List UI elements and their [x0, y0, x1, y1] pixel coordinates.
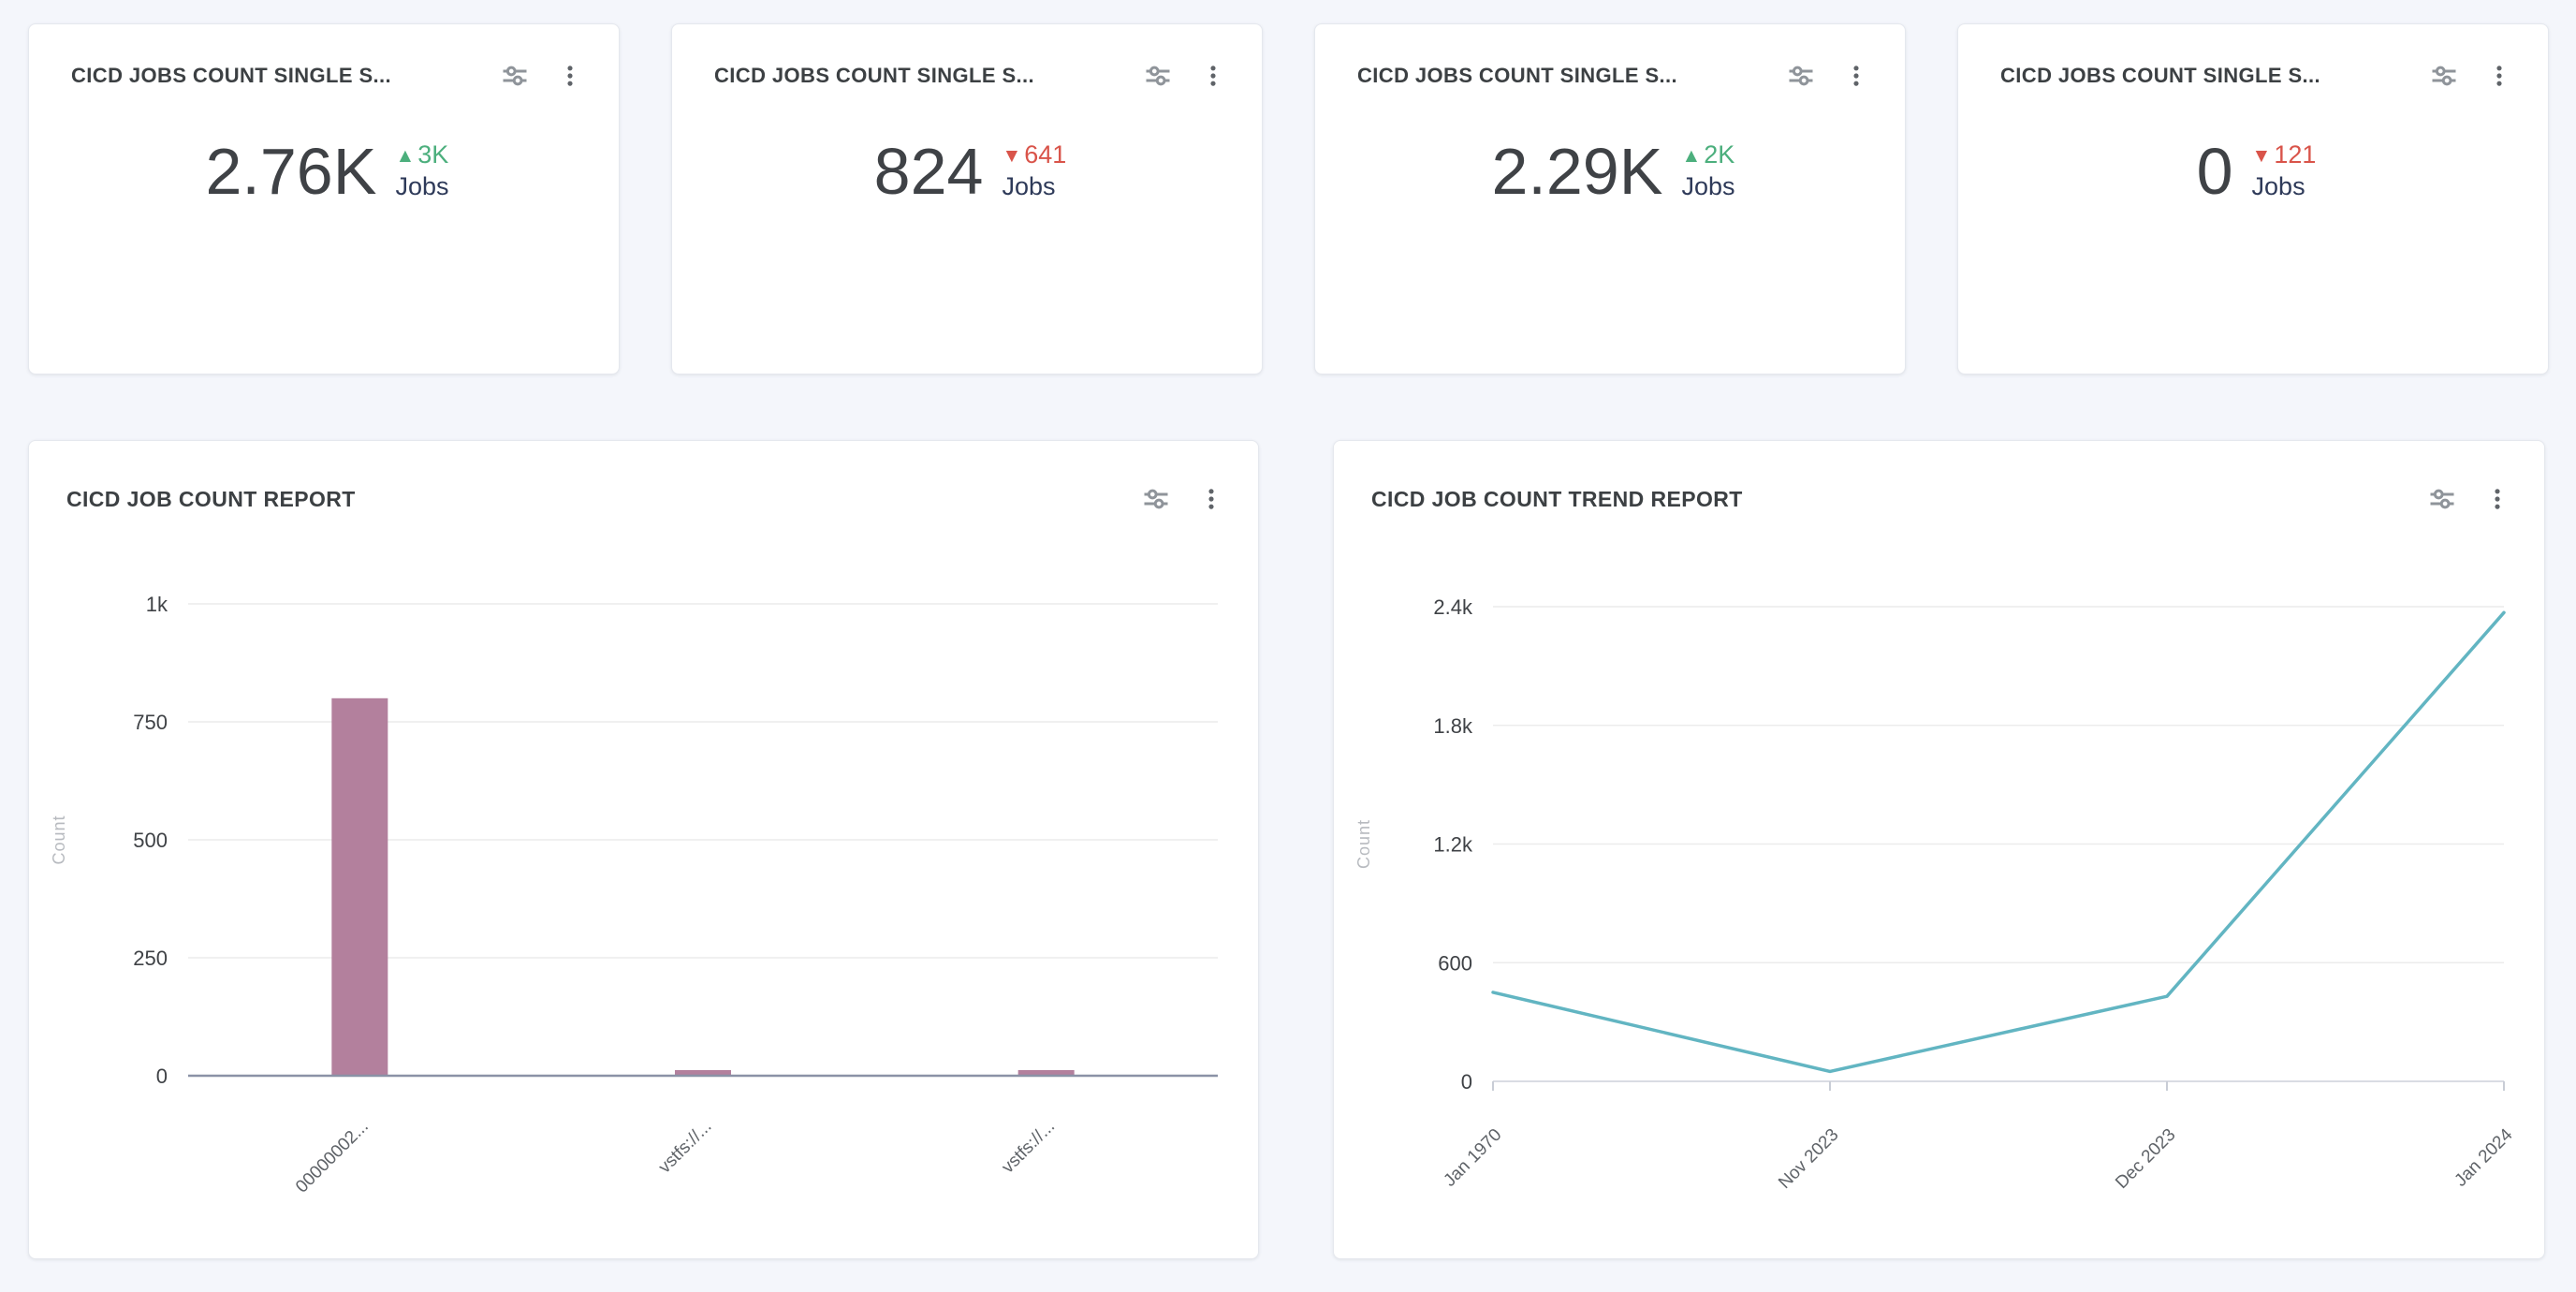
card-title: CICD JOBS COUNT SINGLE S...: [714, 64, 1035, 87]
x-tick-label: Jan 1970: [1440, 1125, 1505, 1191]
bar: [331, 697, 388, 1076]
delta-indicator: ▲ 2K: [1681, 141, 1734, 169]
y-tick-label: 600: [1438, 951, 1472, 975]
card-title: CICD JOBS COUNT SINGLE S...: [71, 64, 392, 87]
y-tick-label: 250: [133, 947, 168, 970]
stat-value: 0: [2196, 135, 2233, 208]
bar: [1017, 1069, 1075, 1076]
triangle-arrow-icon: ▼: [2251, 144, 2272, 167]
tune-sliders-icon[interactable]: [2428, 485, 2456, 513]
stat-side: ▲ 3K Jobs: [395, 141, 448, 200]
triangle-arrow-icon: ▲: [395, 144, 416, 167]
delta-value: 641: [1024, 140, 1067, 169]
stat-card-1: CICD JOBS COUNT SINGLE S... 2.76K ▲ 3K Jo…: [28, 23, 620, 374]
line-chart-canvas: 0 600 1.2k 1.8k 2.4k Count Jan 1970 Nov 2023 Dec…: [1354, 595, 2517, 1193]
stat-side: ▼ 121 Jobs: [2252, 141, 2317, 200]
stat-body: 2.29K ▲ 2K Jobs: [1357, 139, 1869, 204]
stat-card-3: CICD JOBS COUNT SINGLE S... 2.29K ▲ 2K Jo…: [1314, 23, 1906, 374]
delta-indicator: ▼ 121: [2252, 141, 2317, 169]
stat-card-4: CICD JOBS COUNT SINGLE S... 0 ▼ 121 Jobs: [1957, 23, 2549, 374]
card-header: CICD JOBS COUNT SINGLE S...: [714, 62, 1226, 90]
delta-indicator: ▼ 641: [1002, 141, 1066, 169]
panel-header: CICD JOB COUNT REPORT: [29, 441, 1258, 516]
line-chart-panel: CICD JOB COUNT TREND REPORT 0 600 1.2k 1.8k…: [1333, 440, 2545, 1259]
delta-value: 3K: [417, 140, 449, 169]
unit-label: Jobs: [395, 172, 449, 200]
unit-label: Jobs: [2251, 172, 2305, 200]
card-header: CICD JOBS COUNT SINGLE S...: [71, 62, 583, 90]
stat-value: 2.76K: [205, 135, 377, 208]
x-tick-label: vstfs://...: [998, 1117, 1059, 1178]
y-tick-label: 1.8k: [1433, 714, 1473, 738]
x-tick-label: 00000002...: [292, 1117, 373, 1197]
card-title: CICD JOBS COUNT SINGLE S...: [1357, 64, 1678, 87]
delta-value: 2K: [1704, 140, 1735, 169]
stat-cards-row: CICD JOBS COUNT SINGLE S... 2.76K ▲ 3K Jo…: [28, 23, 2576, 374]
y-tick-label: 1.2k: [1433, 833, 1473, 857]
card-title: CICD JOBS COUNT SINGLE S...: [2000, 64, 2321, 87]
y-axis-label: Count: [50, 815, 68, 864]
kebab-menu-icon[interactable]: [1198, 485, 1224, 513]
card-header: CICD JOBS COUNT SINGLE S...: [2000, 62, 2512, 90]
x-tick-label: vstfs://...: [655, 1117, 716, 1178]
x-tick-label: Dec 2023: [2112, 1125, 2179, 1193]
y-tick-label: 750: [133, 711, 168, 734]
stat-side: ▼ 641 Jobs: [1002, 141, 1066, 200]
tune-sliders-icon[interactable]: [1142, 485, 1170, 513]
dashboard: CICD JOBS COUNT SINGLE S... 2.76K ▲ 3K Jo…: [28, 23, 2576, 1259]
tune-sliders-icon[interactable]: [1144, 62, 1172, 90]
chart-panels-row: CICD JOB COUNT REPORT 0 250 500 750 1k Count 0…: [28, 440, 2576, 1259]
panel-header: CICD JOB COUNT TREND REPORT: [1334, 441, 2544, 516]
unit-label: Jobs: [1002, 172, 1056, 200]
y-tick-label: 1k: [146, 593, 168, 616]
triangle-arrow-icon: ▼: [1002, 144, 1022, 167]
x-tick-label: Nov 2023: [1775, 1125, 1842, 1193]
unit-label: Jobs: [1681, 172, 1735, 200]
trend-line: [1491, 610, 2506, 1074]
y-tick-label: 2.4k: [1433, 595, 1473, 619]
delta-indicator: ▲ 3K: [395, 141, 448, 169]
stat-body: 824 ▼ 641 Jobs: [714, 139, 1226, 204]
delta-value: 121: [2274, 140, 2317, 169]
kebab-menu-icon[interactable]: [2486, 62, 2512, 90]
panel-title: CICD JOB COUNT REPORT: [66, 486, 356, 511]
bar: [675, 1069, 731, 1076]
tune-sliders-icon[interactable]: [1787, 62, 1815, 90]
tune-sliders-icon[interactable]: [501, 62, 529, 90]
bar-chart-canvas: 0 250 500 750 1k Count 00000002... vstfs://... v…: [50, 593, 1218, 1197]
y-axis-label: Count: [1354, 819, 1373, 869]
y-tick-label: 500: [133, 829, 168, 852]
stat-body: 0 ▼ 121 Jobs: [2000, 139, 2512, 204]
panel-title: CICD JOB COUNT TREND REPORT: [1371, 486, 1743, 511]
triangle-arrow-icon: ▲: [1681, 144, 1702, 167]
card-header: CICD JOBS COUNT SINGLE S...: [1357, 62, 1869, 90]
tune-sliders-icon[interactable]: [2430, 62, 2458, 90]
bar-chart-panel: CICD JOB COUNT REPORT 0 250 500 750 1k Count 0…: [28, 440, 1259, 1259]
y-tick-label: 0: [1461, 1070, 1472, 1094]
kebab-menu-icon[interactable]: [1843, 62, 1869, 90]
stat-value: 2.29K: [1491, 135, 1663, 208]
kebab-menu-icon[interactable]: [2484, 485, 2510, 513]
stat-side: ▲ 2K Jobs: [1681, 141, 1734, 200]
stat-body: 2.76K ▲ 3K Jobs: [71, 139, 583, 204]
x-tick-label: Jan 2024: [2451, 1124, 2516, 1190]
kebab-menu-icon[interactable]: [1200, 62, 1226, 90]
kebab-menu-icon[interactable]: [557, 62, 583, 90]
y-tick-label: 0: [156, 1064, 168, 1088]
stat-value: 824: [873, 135, 984, 208]
stat-card-2: CICD JOBS COUNT SINGLE S... 824 ▼ 641 Job…: [671, 23, 1263, 374]
